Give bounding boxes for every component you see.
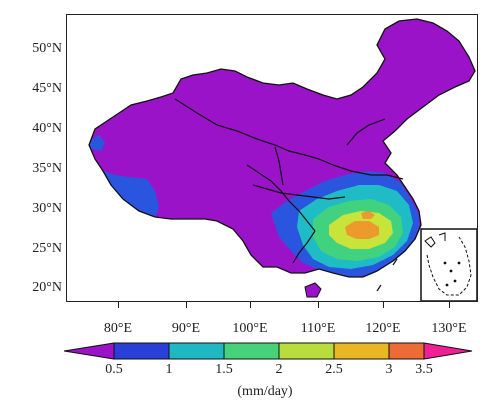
colorbar-bin — [113, 342, 170, 360]
colorbar-bin — [168, 342, 225, 360]
colorbar-tick-label: 2.5 — [325, 362, 343, 377]
lon-label-130e: 130°E — [431, 321, 467, 336]
lon-tick — [250, 302, 251, 308]
lon-tick — [318, 302, 319, 308]
colorbar-tick-label: 3 — [385, 362, 393, 377]
contour-3mm — [345, 221, 379, 239]
lat-label-35n: 35°N — [32, 161, 62, 176]
lon-tick — [383, 302, 384, 308]
lon-label-90e: 90°E — [171, 321, 201, 336]
colorbar-tick-label: 1.5 — [215, 362, 233, 377]
colorbar-bin — [333, 342, 390, 360]
lon-label-100e: 100°E — [232, 321, 268, 336]
south-china-sea-inset — [420, 228, 477, 301]
contour-3mm-small — [361, 211, 375, 219]
lat-label-40n: 40°N — [32, 121, 62, 136]
china-precipitation-map — [88, 18, 477, 301]
internal-boundaries — [174, 98, 404, 264]
colorbar-bin — [278, 342, 335, 360]
lat-label-30n: 30°N — [32, 201, 62, 216]
hainan-island — [304, 282, 322, 298]
lat-label-25n: 25°N — [32, 241, 62, 256]
lon-tick — [118, 302, 119, 308]
colorbar — [64, 342, 473, 360]
colorbar-tick-label: 1 — [165, 362, 173, 377]
country-outline — [88, 18, 476, 278]
lat-label-50n: 50°N — [32, 41, 62, 56]
map-panel — [66, 14, 478, 302]
lon-label-80e: 80°E — [103, 321, 133, 336]
colorbar-extend-high — [423, 342, 473, 360]
colorbar-bin — [223, 342, 280, 360]
island-mark — [392, 258, 398, 266]
colorbar-extend-low — [64, 342, 115, 360]
island-mark — [376, 284, 382, 292]
colorbar-tick-label: 2 — [275, 362, 283, 377]
lon-label-110e: 110°E — [300, 321, 336, 336]
lon-tick — [186, 302, 187, 308]
lat-label-45n: 45°N — [32, 81, 62, 96]
colorbar-units: (mm/day) — [237, 384, 293, 399]
colorbar-tick-label: 3.5 — [415, 362, 433, 377]
contour-1mm-northwest — [89, 135, 105, 151]
colorbar-bin — [388, 342, 425, 360]
lon-tick — [449, 302, 450, 308]
lat-label-20n: 20°N — [32, 280, 62, 295]
lon-label-120e: 120°E — [365, 321, 401, 336]
colorbar-tick-label: 0.5 — [105, 362, 123, 377]
